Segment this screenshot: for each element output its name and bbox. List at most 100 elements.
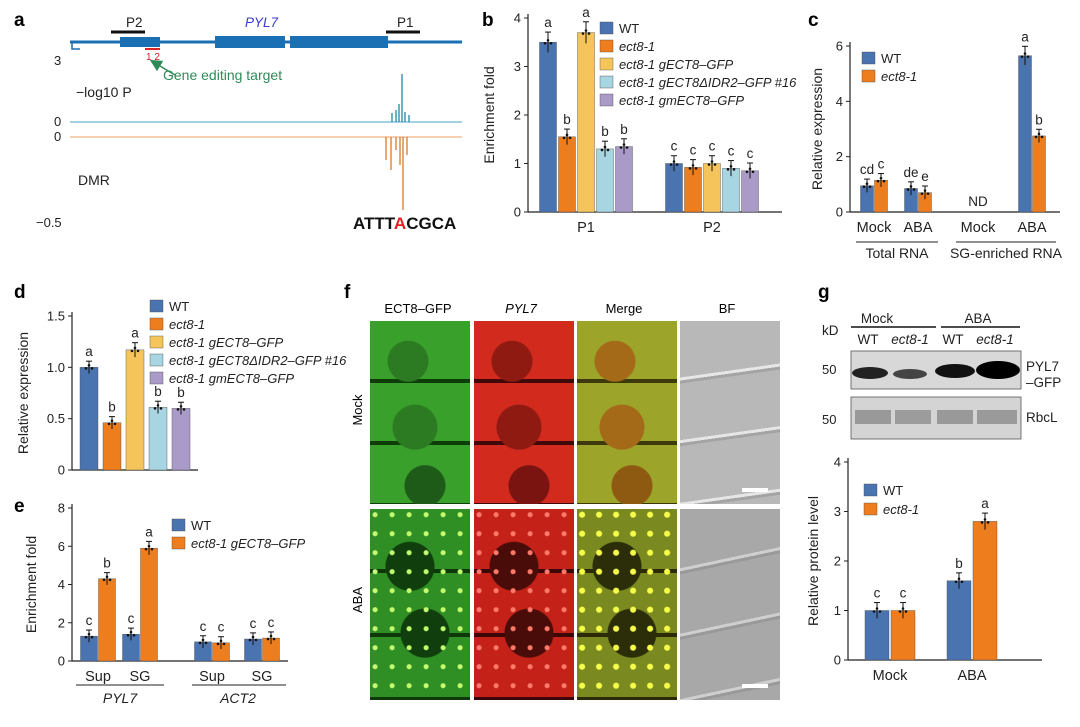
x-category-label: P1 [577, 220, 595, 236]
y-tick-label: 0 [836, 205, 843, 220]
replicate-dot [144, 547, 148, 551]
replicate-dot [923, 189, 927, 192]
y-tick-label: 0.5 [47, 411, 65, 426]
significance-letter: c [250, 616, 257, 631]
blot-group-mock: Mock [861, 311, 894, 326]
replicate-dot [872, 610, 876, 613]
bar [148, 407, 168, 471]
significance-letter: e [921, 169, 929, 184]
panel-g-chart: 0 1 2 3 4 Relative protein level c c Mock b a ABA WT… [805, 455, 1042, 684]
replicate-dot [980, 521, 984, 524]
x-category-label: Mock [857, 220, 892, 236]
panel-label-c: c [808, 10, 819, 31]
row-label-aba: ABA [350, 587, 365, 613]
replicate-dot [862, 185, 866, 189]
significance-letter: a [544, 15, 552, 30]
replicate-dot [129, 630, 133, 634]
motif-suffix: CGCA [406, 214, 456, 233]
micro-mock-bf [680, 321, 780, 504]
legend-swatch [599, 93, 614, 107]
edit-target-arrow-icon [149, 59, 176, 76]
group-label: Total RNA [865, 245, 929, 261]
replicate-dot [159, 407, 163, 410]
x-category-label: Sup [199, 669, 225, 685]
replicate-dot [882, 179, 886, 183]
y-tick-label: 3 [514, 59, 521, 74]
replicate-dot [269, 634, 273, 638]
replicate-dot [603, 145, 607, 149]
edit-site-numbers: 1 2 [146, 52, 160, 63]
significance-letter: b [177, 385, 185, 400]
legend-label: ect8-1 [883, 502, 919, 517]
significance-letter: b [955, 556, 963, 571]
bar [615, 146, 633, 213]
panel-g-blot: kD Mock ABA WT ect8-1 WT ect8-1 50 50 PY… [822, 311, 1061, 440]
replicate-dot [222, 642, 226, 646]
lane-ect8-mock: ect8-1 [891, 332, 929, 347]
replicate-dot [960, 580, 964, 584]
replicate-dot [920, 192, 924, 195]
y-tick-label: 0 [58, 654, 65, 669]
bar [972, 521, 998, 661]
y-tick-label: 1.5 [47, 309, 65, 324]
replicate-dot [1020, 55, 1024, 58]
replicate-dot [707, 163, 711, 166]
track-top-tick-0: 0 [54, 114, 61, 129]
lane-wt-aba: WT [943, 332, 964, 347]
bar [1032, 135, 1046, 213]
replicate-dot [150, 547, 154, 551]
micro-mock-gfp [370, 321, 470, 504]
kd-label: kD [822, 323, 839, 338]
replicate-dot [102, 578, 106, 582]
significance-letter: c [128, 611, 135, 626]
replicate-dot [254, 638, 258, 642]
legend-label: ect8-1 [881, 69, 917, 84]
legend-swatch [863, 502, 878, 516]
replicate-dot [688, 167, 692, 170]
replicate-dot [748, 167, 752, 171]
lane-ect8-aba: ect8-1 [976, 332, 1014, 347]
y-axis-title: Relative expression [809, 68, 825, 190]
legend-swatch [149, 299, 164, 313]
replicate-dot [153, 407, 157, 410]
significance-letter: a [981, 496, 989, 511]
replicate-dot [901, 607, 905, 610]
replicate-dot [878, 610, 882, 613]
replicate-dot [108, 578, 112, 582]
band-rbcl-2 [895, 410, 931, 424]
significance-letter: c [218, 620, 225, 635]
group-label: PYL7 [103, 690, 138, 706]
legend-label: WT [881, 51, 901, 66]
bar [1018, 55, 1032, 213]
band-rbcl-3 [937, 410, 973, 424]
col-label-bf: BF [719, 301, 736, 316]
band-pyl7-2 [893, 369, 927, 379]
significance-letter: c [200, 619, 207, 634]
blot-group-aba: ABA [964, 311, 991, 326]
x-category-label: ABA [1017, 220, 1046, 236]
legend-swatch [861, 51, 876, 65]
replicate-dot [543, 41, 547, 45]
significance-letter: b [108, 400, 116, 415]
replicate-dot [565, 133, 569, 137]
replicate-dot [176, 408, 180, 411]
replicate-dot [132, 633, 136, 637]
panel-label-b: b [482, 10, 494, 31]
y-tick-label: 8 [58, 501, 65, 516]
significance-letter: a [131, 326, 139, 341]
micro-aba-gfp [370, 509, 470, 700]
legend-swatch [149, 353, 164, 367]
replicate-dot [156, 404, 160, 407]
replicate-dot [216, 642, 220, 646]
replicate-dot [625, 146, 629, 149]
gene-exon-3 [290, 36, 388, 48]
replicate-dot [147, 544, 151, 548]
bar [79, 367, 99, 471]
probe-p1-label: P1 [397, 15, 414, 30]
x-category-label: Sup [85, 669, 111, 685]
bar [98, 578, 116, 662]
x-category-label: ABA [903, 220, 932, 236]
replicate-dot [751, 170, 755, 174]
legend-label: ect8-1 gECT8ΔIDR2–GFP #16 [619, 75, 797, 90]
